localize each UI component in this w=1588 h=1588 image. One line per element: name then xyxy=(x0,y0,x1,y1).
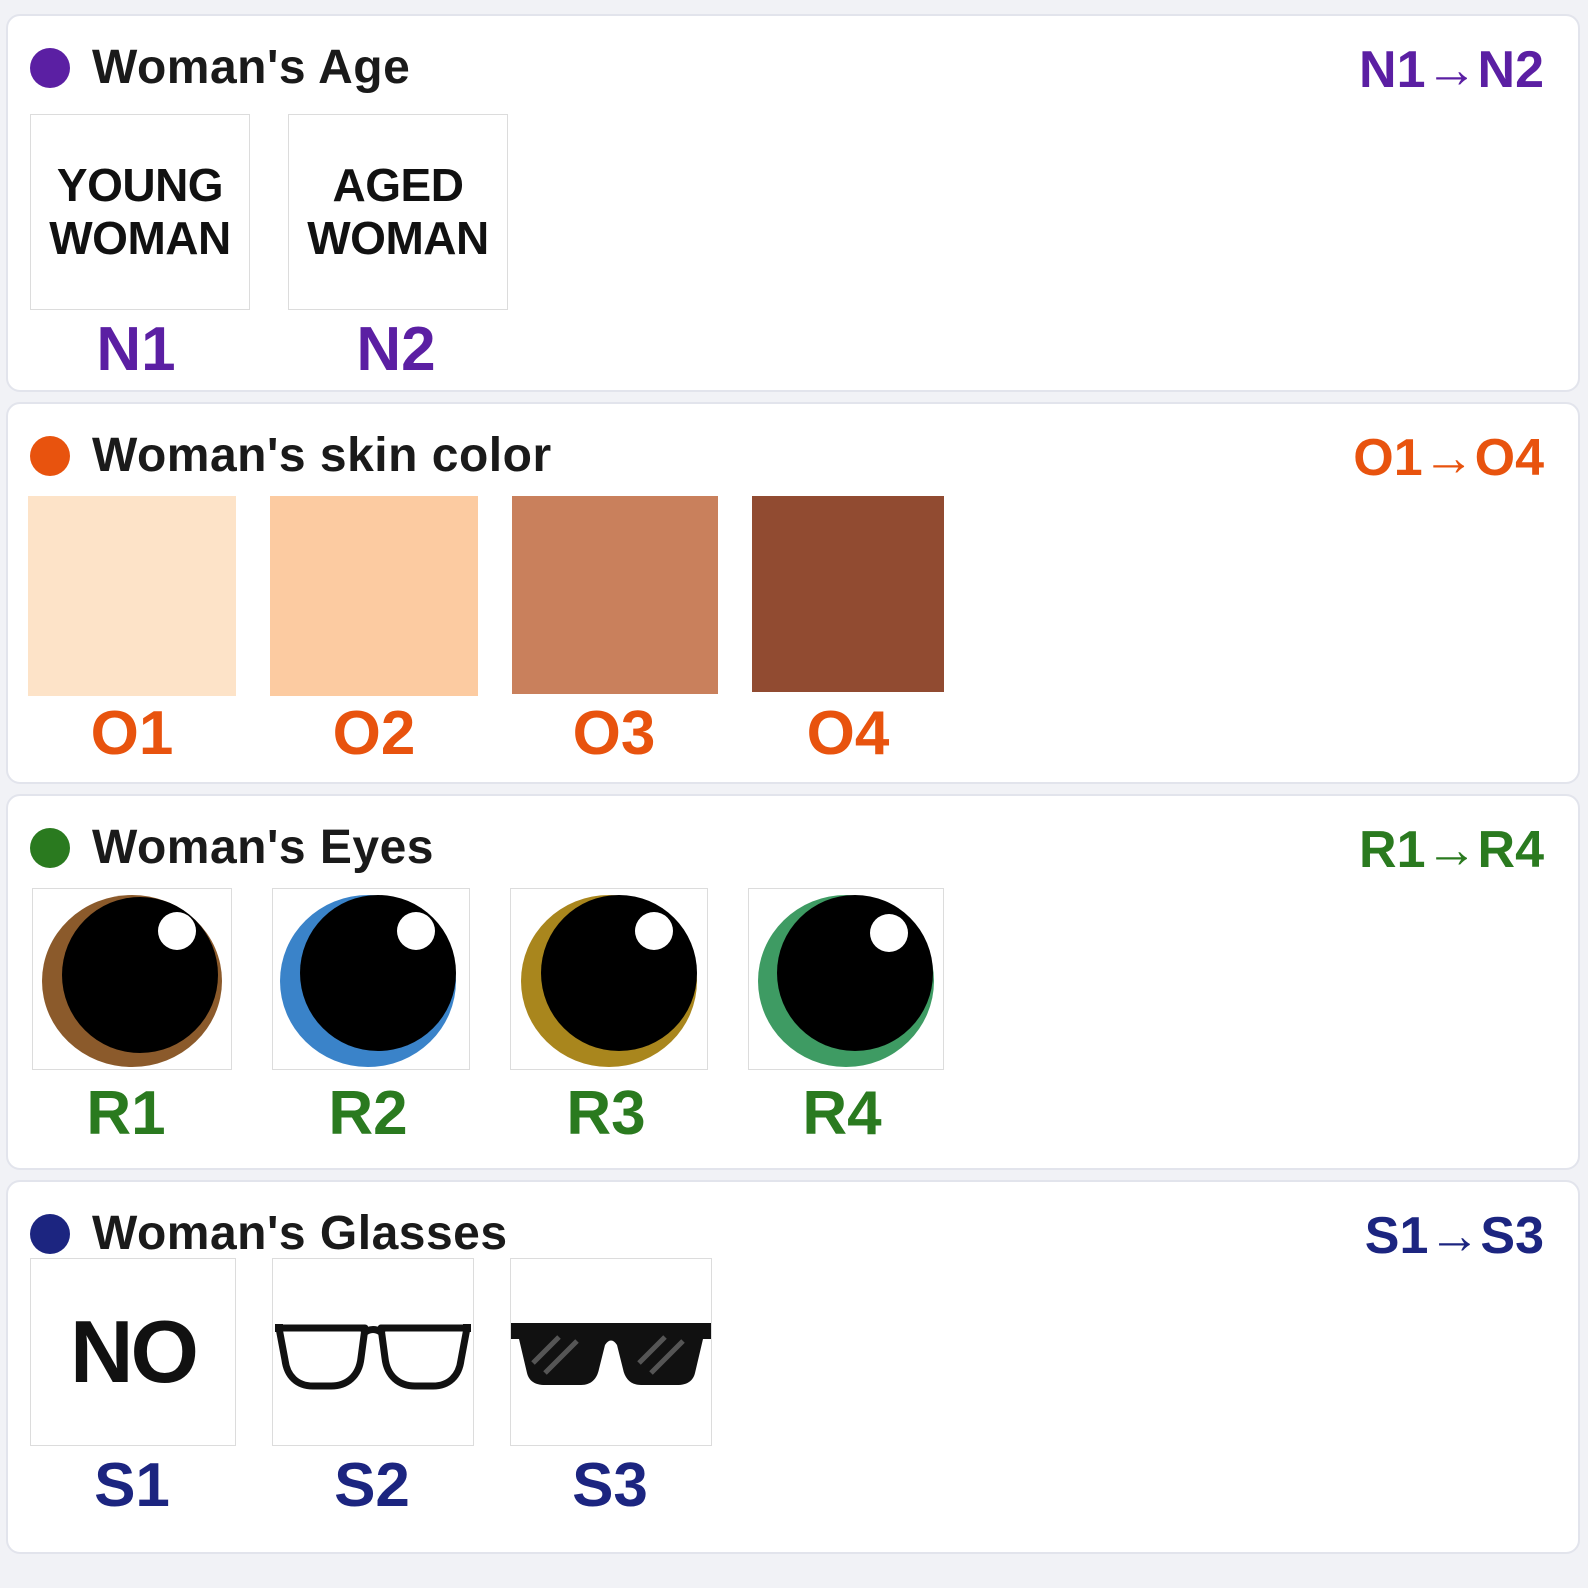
code-s1: S1 xyxy=(94,1451,170,1520)
young-woman-card[interactable]: YOUNG WOMAN xyxy=(30,114,250,310)
brown-eye-icon xyxy=(42,895,222,1067)
code-r1: R1 xyxy=(86,1079,166,1148)
code-o1: O1 xyxy=(90,699,174,768)
skin-bullet-icon xyxy=(30,436,70,476)
skin-swatch-o2[interactable] xyxy=(270,496,478,696)
aged-woman-label: AGED WOMAN xyxy=(307,159,489,264)
glasses-panel: Woman's Glasses S1→S3 NO S1 S2 S3 xyxy=(6,1180,1580,1554)
eyes-panel: Woman's Eyes R1→R4 R1 R2 R3 R4 xyxy=(6,794,1580,1170)
eyeglasses-icon xyxy=(275,1324,471,1390)
code-o3: O3 xyxy=(572,699,656,768)
eyes-bullet-icon xyxy=(30,828,70,868)
glasses-section-title: Woman's Glasses xyxy=(92,1207,508,1260)
skin-panel: Woman's skin color O1→O4 O1 O2 O3 O4 xyxy=(6,402,1580,784)
code-o4: O4 xyxy=(806,699,890,768)
age-panel: Woman's Age N1→N2 YOUNG WOMAN N1 AGED WO… xyxy=(6,14,1580,392)
eye-card-r2[interactable] xyxy=(272,888,470,1070)
glasses-range-label: S1→S3 xyxy=(1364,1207,1544,1265)
aged-woman-card[interactable]: AGED WOMAN xyxy=(288,114,508,310)
sunglasses-icon xyxy=(511,1323,711,1385)
eyes-section-title: Woman's Eyes xyxy=(92,821,434,874)
eye-card-r1[interactable] xyxy=(32,888,232,1070)
eyes-range-label: R1→R4 xyxy=(1359,821,1544,879)
code-r4: R4 xyxy=(802,1079,882,1148)
skin-range-label: O1→O4 xyxy=(1353,429,1544,487)
code-r2: R2 xyxy=(328,1079,408,1148)
age-bullet-icon xyxy=(30,48,70,88)
code-n2: N2 xyxy=(356,315,436,384)
code-o2: O2 xyxy=(332,699,416,768)
skin-swatch-o1[interactable] xyxy=(28,496,236,696)
eyeglasses-card[interactable] xyxy=(272,1258,474,1446)
age-range-label: N1→N2 xyxy=(1359,41,1544,99)
age-section-title: Woman's Age xyxy=(92,41,411,94)
skin-section-title: Woman's skin color xyxy=(92,429,552,482)
sunglasses-card[interactable] xyxy=(510,1258,712,1446)
hazel-eye-icon xyxy=(521,895,697,1067)
code-s3: S3 xyxy=(572,1451,648,1520)
skin-swatch-o4[interactable] xyxy=(752,496,944,692)
skin-swatch-o3[interactable] xyxy=(512,496,718,694)
green-eye-icon xyxy=(758,895,934,1067)
no-glasses-label: NO xyxy=(70,1302,199,1401)
no-glasses-card[interactable]: NO xyxy=(30,1258,236,1446)
blue-eye-icon xyxy=(280,895,456,1067)
eye-card-r3[interactable] xyxy=(510,888,708,1070)
code-r3: R3 xyxy=(566,1079,646,1148)
code-s2: S2 xyxy=(334,1451,410,1520)
code-n1: N1 xyxy=(96,315,176,384)
eye-card-r4[interactable] xyxy=(748,888,944,1070)
glasses-bullet-icon xyxy=(30,1214,70,1254)
young-woman-label: YOUNG WOMAN xyxy=(49,159,231,264)
